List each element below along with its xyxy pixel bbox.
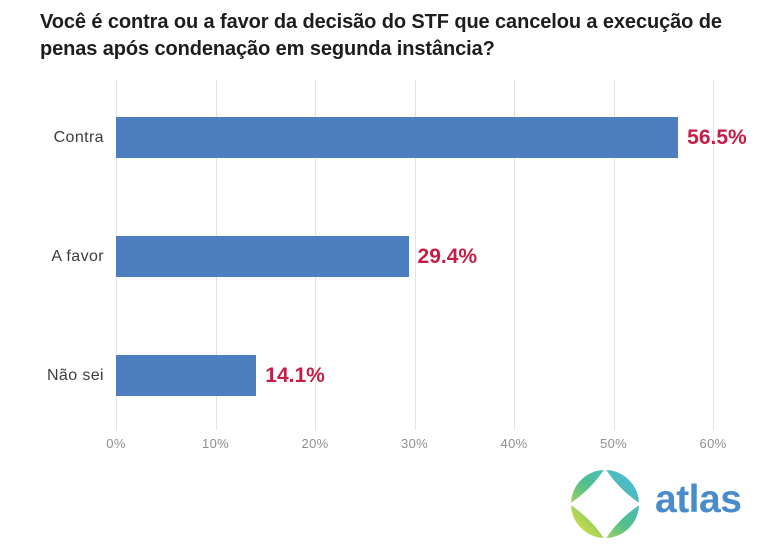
category-label: Não sei xyxy=(46,366,104,384)
bar xyxy=(116,355,257,396)
bar-value-label: 56.5% xyxy=(687,125,747,149)
category-label: A favor xyxy=(51,247,104,265)
bar-value-label: 14.1% xyxy=(265,363,325,387)
x-tick-label: 60% xyxy=(699,436,727,451)
x-tick-label: 0% xyxy=(106,436,126,451)
gridline xyxy=(514,80,515,430)
x-tick-label: 20% xyxy=(301,436,329,451)
bar xyxy=(116,236,409,277)
atlas-wordmark: atlas xyxy=(655,478,742,521)
atlas-compass-icon xyxy=(569,468,641,540)
gridline xyxy=(713,80,714,430)
x-tick-label: 40% xyxy=(500,436,528,451)
bar-value-label: 29.4% xyxy=(417,244,478,268)
category-label: Contra xyxy=(53,128,104,146)
gridline xyxy=(613,80,615,430)
x-tick-label: 30% xyxy=(401,436,428,451)
chart-title: Você é contra ou a favor da decisão do S… xyxy=(40,11,722,60)
x-tick-label: 10% xyxy=(202,436,229,451)
x-tick-label: 50% xyxy=(600,436,627,451)
atlas-logo: atlas xyxy=(568,467,742,541)
gridline xyxy=(414,80,416,430)
bar xyxy=(116,117,679,158)
